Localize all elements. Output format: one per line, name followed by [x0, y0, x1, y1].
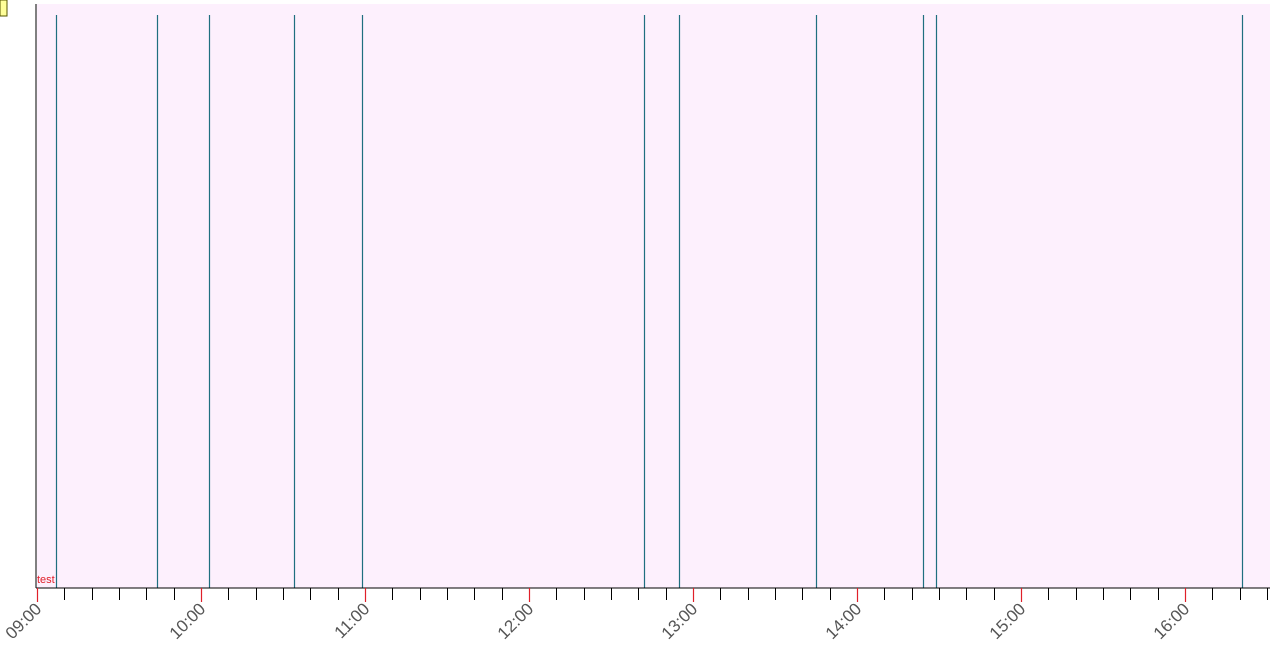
tick-label: 11:00 [331, 599, 374, 642]
tick-label: 12:00 [494, 599, 538, 643]
corner-marker[interactable] [0, 0, 8, 17]
plot-background [37, 4, 1270, 588]
minor-ticks [64, 588, 1268, 600]
major-ticks [36, 588, 1187, 602]
tick-labels: 09:00 10:00 11:00 12:00 13:00 14:00 15:00 16:00 [2, 599, 1194, 643]
tick-label: 09:00 [2, 599, 46, 643]
tick-label: 14:00 [822, 599, 866, 643]
tick-label: 13:00 [658, 599, 702, 643]
event-lines [55, 15, 1244, 588]
tick-label: 16:00 [1150, 599, 1194, 643]
tick-label: 15:00 [986, 599, 1030, 643]
series-label: test [37, 574, 55, 586]
tick-label: 10:00 [166, 599, 210, 643]
